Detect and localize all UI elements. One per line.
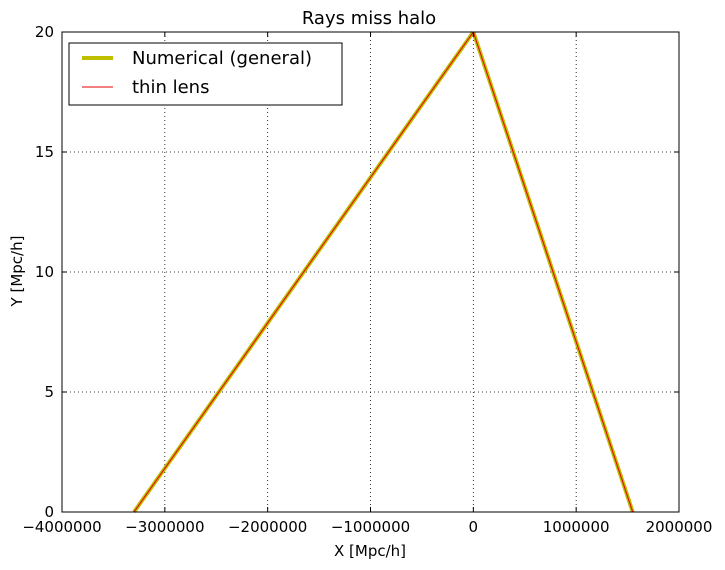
legend-label-1: thin lens xyxy=(132,77,209,98)
legend: Numerical (general) thin lens xyxy=(68,42,343,106)
ticks xyxy=(61,31,680,513)
series-line-1-ray-0 xyxy=(133,31,474,513)
legend-label-0: Numerical (general) xyxy=(132,48,312,69)
x-tick-label: −2000000 xyxy=(228,518,307,536)
y-tick-label: 15 xyxy=(35,143,54,161)
x-tick-label: −3000000 xyxy=(125,518,204,536)
series-line-1-ray-1 xyxy=(472,31,634,513)
x-tick-label: −4000000 xyxy=(22,518,101,536)
x-tick-label: 1000000 xyxy=(543,518,610,536)
y-tick-label: 5 xyxy=(44,383,54,401)
y-tick-label: 0 xyxy=(44,503,54,521)
x-tick-label: 2000000 xyxy=(646,518,713,536)
x-axis-label: X [Mpc/h] xyxy=(334,542,406,560)
y-tick-label: 20 xyxy=(35,23,54,41)
grid xyxy=(62,32,679,512)
x-tick-label: −1000000 xyxy=(331,518,410,536)
y-axis-label: Y [Mpc/h] xyxy=(8,236,26,308)
y-tick-label: 10 xyxy=(35,263,54,281)
series-layer xyxy=(132,30,635,514)
tick-labels: −4000000 −3000000 −2000000 −1000000 0 1000000… xyxy=(22,23,712,536)
chart-title: Rays miss halo xyxy=(302,8,436,29)
legend-box xyxy=(68,42,343,106)
x-tick-label: 0 xyxy=(469,518,479,536)
